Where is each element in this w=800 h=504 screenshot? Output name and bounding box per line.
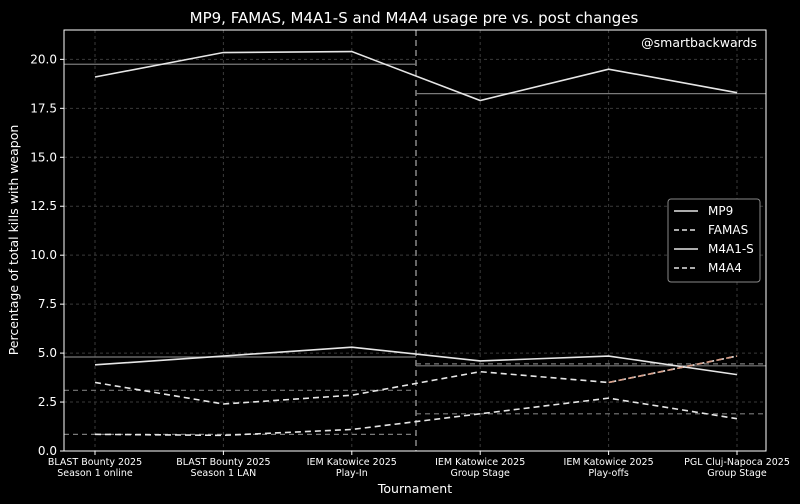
axis-ticks: 0.0 2.5 5.0 7.5 10.0 12.5 15.0 17.5 20.0 BLAST Bo…	[30, 52, 790, 479]
legend: MP9 FAMAS M4A1-S M4A4	[667, 198, 761, 283]
x-tick-label: PGL Cluj-Napoca 2025 Group Stage	[684, 457, 790, 479]
y-tick-label: 15.0	[30, 150, 57, 164]
x-tick-label: IEM Katowice 2025 Play-In	[307, 457, 397, 479]
y-tick-label: 20.0	[30, 52, 57, 66]
series-line-famas	[94, 397, 738, 437]
y-tick-label: 17.5	[30, 101, 57, 115]
legend-label-famas: FAMAS	[708, 223, 748, 237]
y-axis-label: Percentage of total kills with weapon	[6, 125, 21, 356]
series-line-m4a1-s	[94, 346, 738, 376]
legend-label-m4a1-s: M4A1-S	[708, 242, 754, 256]
y-tick-label: 2.5	[38, 395, 57, 409]
chart-title: MP9, FAMAS, M4A1-S and M4A4 usage pre vs…	[190, 9, 639, 27]
series-line-mp9	[94, 50, 738, 102]
y-tick-label: 10.0	[30, 248, 57, 262]
legend-label-m4a4: M4A4	[708, 261, 742, 275]
x-tick-label: BLAST Bounty 2025 Season 1 LAN	[176, 457, 270, 479]
legend-label-mp9: MP9	[708, 204, 733, 218]
x-axis-label: Tournament	[377, 481, 452, 496]
series-line-m4a4-tail	[608, 355, 738, 384]
y-tick-label: 12.5	[30, 199, 57, 213]
watermark: @smartbackwards	[641, 35, 757, 50]
plot-area	[64, 30, 766, 452]
x-tick-label: IEM Katowice 2025 Group Stage	[435, 457, 525, 479]
plot-frame	[63, 29, 767, 452]
y-tick-label: 5.0	[38, 346, 57, 360]
legend-box	[667, 198, 761, 283]
x-tick-label: BLAST Bounty 2025 Season 1 online	[48, 457, 142, 479]
y-tick-label: 7.5	[38, 297, 57, 311]
y-tick-label: 0.0	[38, 444, 57, 458]
x-tick-label: IEM Katowice 2025 Play-offs	[564, 457, 654, 479]
